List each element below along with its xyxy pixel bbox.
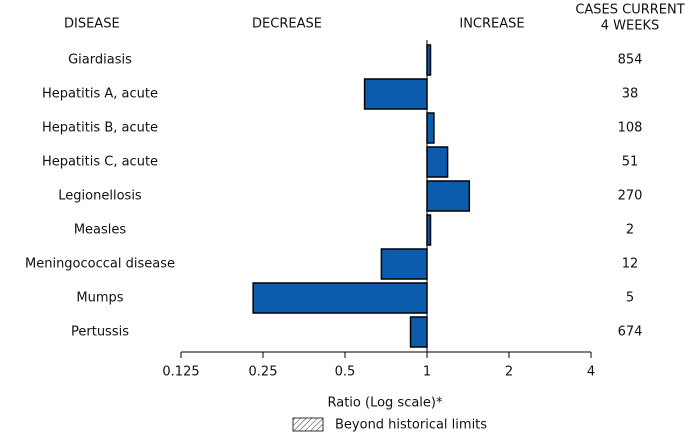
header-increase: INCREASE — [459, 17, 524, 32]
x-tick-label: 4 — [587, 365, 595, 380]
bar — [363, 78, 428, 110]
category-label: Hepatitis B, acute — [42, 121, 158, 136]
cases-value: 5 — [626, 291, 634, 306]
header-cases: 4 WEEKS — [601, 19, 659, 34]
header-decrease: DECREASE — [252, 17, 322, 32]
cases-value: 38 — [622, 87, 639, 102]
category-label: Pertussis — [71, 325, 129, 340]
legend-label: Beyond historical limits — [335, 418, 487, 433]
header-disease: DISEASE — [64, 17, 120, 32]
x-tick-label: 0.125 — [162, 365, 199, 380]
category-label: Hepatitis A, acute — [42, 87, 158, 102]
bar — [426, 146, 449, 178]
cases-value: 270 — [618, 189, 643, 204]
cases-value: 51 — [622, 155, 639, 170]
category-label: Measles — [74, 223, 127, 238]
header-cases: CASES CURRENT — [575, 3, 684, 18]
cases-value: 12 — [622, 257, 639, 272]
x-axis-title: Ratio (Log scale)* — [327, 396, 443, 411]
legend-swatch — [292, 417, 324, 432]
x-tick-label: 2 — [505, 365, 513, 380]
bar — [426, 112, 435, 144]
bar — [409, 316, 428, 348]
cases-value: 2 — [626, 223, 634, 238]
bar — [380, 248, 428, 280]
bar — [252, 282, 428, 314]
cases-value: 108 — [618, 121, 643, 136]
bar — [426, 180, 471, 212]
category-label: Legionellosis — [58, 189, 142, 204]
bar — [426, 214, 432, 246]
category-label: Mumps — [76, 291, 123, 306]
cases-value: 854 — [618, 53, 643, 68]
cases-value: 674 — [618, 325, 643, 340]
x-tick-label: 0.25 — [249, 365, 278, 380]
category-label: Meningococcal disease — [25, 257, 175, 272]
category-label: Hepatitis C, acute — [42, 155, 158, 170]
x-tick-label: 0.5 — [335, 365, 356, 380]
x-tick-label: 1 — [423, 365, 431, 380]
category-label: Giardiasis — [68, 53, 132, 68]
bar — [426, 44, 432, 76]
